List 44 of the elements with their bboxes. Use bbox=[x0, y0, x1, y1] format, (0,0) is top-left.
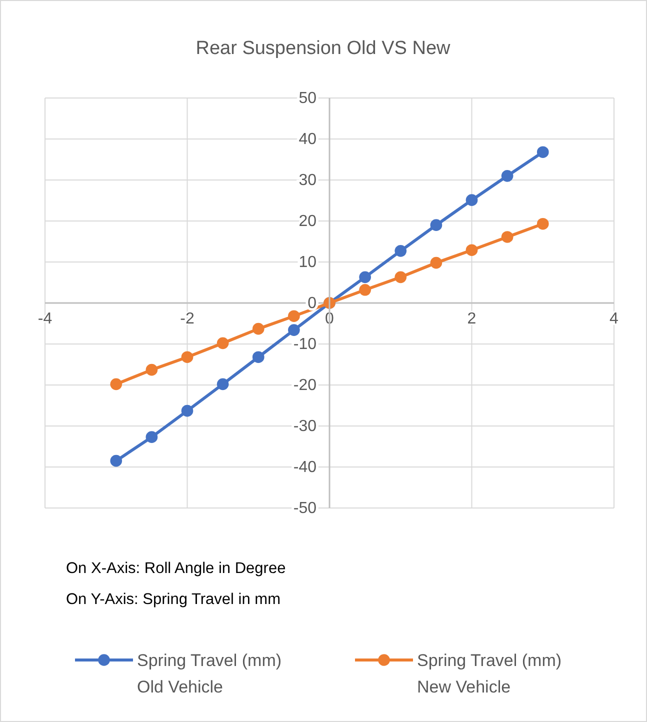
y-tick-label: 40 bbox=[298, 131, 317, 148]
y-tick-label: -10 bbox=[293, 336, 317, 354]
point bbox=[501, 231, 514, 243]
point bbox=[181, 404, 194, 417]
point bbox=[394, 271, 407, 284]
point bbox=[536, 218, 549, 230]
point bbox=[146, 431, 158, 443]
legend-label: Spring Travel (mm) New Vehicle bbox=[417, 651, 562, 696]
point bbox=[146, 364, 158, 376]
y-tick-label: 10 bbox=[298, 254, 317, 272]
y-tick-label: -50 bbox=[293, 500, 317, 518]
y-tick-label: 50 bbox=[298, 90, 317, 108]
legend-label: Spring Travel (mm) Old Vehicle bbox=[137, 651, 282, 696]
point bbox=[216, 378, 229, 390]
point bbox=[110, 454, 122, 467]
point bbox=[110, 378, 122, 390]
y-tick-label: -30 bbox=[293, 418, 317, 436]
point bbox=[501, 170, 514, 182]
point bbox=[466, 194, 478, 206]
x-tick-label: 2 bbox=[467, 310, 476, 328]
y-tick-label: 0 bbox=[308, 295, 317, 312]
text: On X-Axis: Roll Angle in Degree bbox=[66, 560, 286, 577]
text: On Y-Axis: Spring Travel in mm bbox=[66, 591, 280, 608]
point bbox=[288, 324, 300, 336]
point bbox=[359, 271, 371, 284]
point bbox=[181, 351, 194, 364]
x-tick-label: 4 bbox=[610, 310, 619, 328]
y-tick-label: -20 bbox=[293, 377, 317, 394]
point bbox=[252, 351, 264, 364]
y-tick-label: 30 bbox=[298, 172, 317, 190]
point bbox=[288, 310, 300, 322]
point bbox=[536, 146, 549, 158]
point bbox=[466, 244, 478, 256]
point bbox=[359, 284, 371, 296]
x-tick-label: -2 bbox=[180, 310, 194, 328]
point bbox=[252, 322, 264, 335]
point bbox=[430, 219, 442, 232]
x-tick-label: -4 bbox=[38, 310, 52, 328]
y-tick-label: 20 bbox=[298, 213, 317, 230]
point bbox=[430, 256, 442, 269]
chart-title: Rear Suspension Old VS New bbox=[196, 38, 451, 59]
point bbox=[394, 245, 407, 257]
y-tick-label: -40 bbox=[293, 459, 317, 476]
point bbox=[216, 337, 229, 350]
